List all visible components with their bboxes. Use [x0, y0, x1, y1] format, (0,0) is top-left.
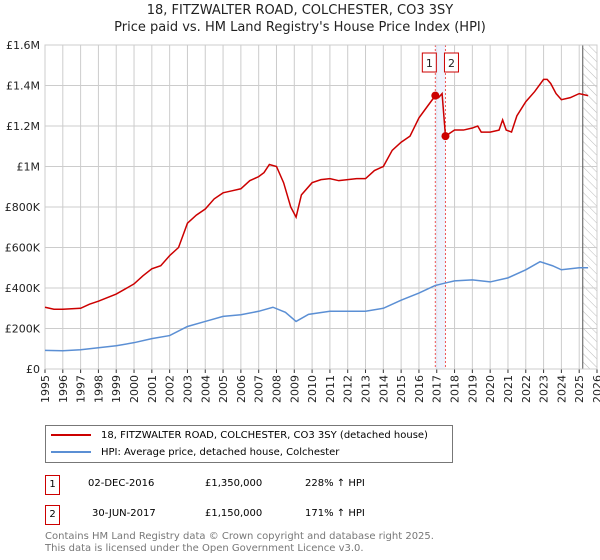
x-tick-label: 2022 — [520, 375, 533, 403]
legend-label: 18, FITZWALTER ROAD, COLCHESTER, CO3 3SY… — [101, 429, 428, 441]
y-tick-label: £1.2M — [6, 120, 40, 133]
sale-label-box — [443, 52, 459, 73]
y-tick-label: £400K — [5, 282, 41, 295]
y-tick-label: £800K — [5, 201, 41, 214]
hpi-line — [44, 260, 589, 352]
x-tick-label: 2001 — [146, 375, 159, 403]
y-tick-label: £200K — [5, 323, 41, 336]
x-tick-label: 2024 — [555, 375, 568, 403]
x-tick-label: 2020 — [484, 375, 497, 403]
x-tick-label: 2015 — [395, 375, 408, 403]
x-tick-label: 1996 — [57, 375, 70, 403]
x-tick-label: 2007 — [253, 375, 266, 403]
x-tick-label: 2018 — [449, 375, 462, 403]
x-tick-label: 2012 — [342, 375, 355, 403]
x-tick-label: 2003 — [181, 375, 194, 403]
x-tick-label: 2026 — [591, 375, 600, 403]
sale-date: 02-DEC-2016 — [88, 478, 155, 489]
x-tick-label: 1998 — [92, 375, 105, 403]
legend-label: HPI: Average price, detached house, Colc… — [101, 446, 340, 458]
sale-hpi: 171% ↑ HPI — [305, 508, 365, 519]
x-tick-label: 2006 — [235, 375, 248, 403]
x-tick-label: 2019 — [466, 375, 479, 403]
legend-item-hpi: HPI: Average price, detached house, Colc… — [51, 444, 339, 460]
sale-label: 2 — [448, 57, 455, 70]
sale-hpi: 228% ↑ HPI — [305, 478, 365, 489]
x-tick-label: 2004 — [199, 375, 212, 403]
sale-marker: 1 — [45, 475, 60, 495]
x-tick-label: 2021 — [502, 375, 515, 403]
legend-swatch — [51, 434, 91, 436]
plot-frame — [44, 44, 598, 370]
x-tick-label: 2016 — [413, 375, 426, 403]
x-tick-label: 2002 — [164, 375, 177, 403]
x-tick-label: 2009 — [288, 375, 301, 403]
sale-period-band — [435, 45, 446, 369]
x-tick-label: 2014 — [377, 375, 390, 403]
x-tick-label: 1997 — [75, 375, 88, 403]
sale-price: £1,150,000 — [205, 508, 263, 519]
x-tick-label: 2023 — [538, 375, 551, 403]
legend-swatch — [51, 451, 91, 453]
y-tick-label: £1.4M — [6, 80, 40, 93]
x-tick-label: 1999 — [110, 375, 123, 403]
chart-subtitle: Price paid vs. HM Land Registry's House … — [114, 20, 486, 35]
sale-point — [441, 132, 450, 141]
sale-label-box — [421, 52, 437, 73]
y-tick-label: £0 — [26, 363, 40, 376]
x-tick-label: 2000 — [128, 375, 141, 403]
y-tick-label: £600K — [5, 242, 41, 255]
x-tick-label: 2025 — [573, 375, 586, 403]
plot-area: 1995 1996 1997 1998 1999 2000 2001 2002 2003 2004… — [5, 39, 600, 403]
footer-line: Contains HM Land Registry data © Crown c… — [45, 531, 434, 542]
legend: 18, FITZWALTER ROAD, COLCHESTER, CO3 3SY… — [45, 425, 453, 463]
sale-label: 1 — [426, 57, 433, 70]
x-tick-label: 2013 — [360, 375, 373, 403]
footer-line: This data is licensed under the Open Gov… — [45, 543, 364, 554]
x-tick-label: 2005 — [217, 375, 230, 403]
x-tick-label: 2017 — [431, 375, 444, 403]
chart-title: 18, FITZWALTER ROAD, COLCHESTER, CO3 3SY — [146, 3, 454, 18]
sale-point — [431, 91, 440, 100]
legend-item-property: 18, FITZWALTER ROAD, COLCHESTER, CO3 3SY… — [51, 427, 428, 443]
sale-date: 30-JUN-2017 — [92, 508, 156, 519]
x-tick-label: 2011 — [324, 375, 337, 403]
sale-marker: 2 — [45, 505, 60, 525]
x-tick-label: 1995 — [39, 375, 52, 403]
y-tick-label: £1M — [17, 161, 41, 174]
x-tick-label: 2010 — [306, 375, 319, 403]
property-line — [44, 78, 589, 311]
footer: Contains HM Land Registry data © Crown c… — [45, 531, 434, 555]
sale-price: £1,350,000 — [205, 478, 263, 489]
x-tick-label: 2008 — [270, 375, 283, 403]
y-tick-label: £1.6M — [6, 39, 40, 52]
